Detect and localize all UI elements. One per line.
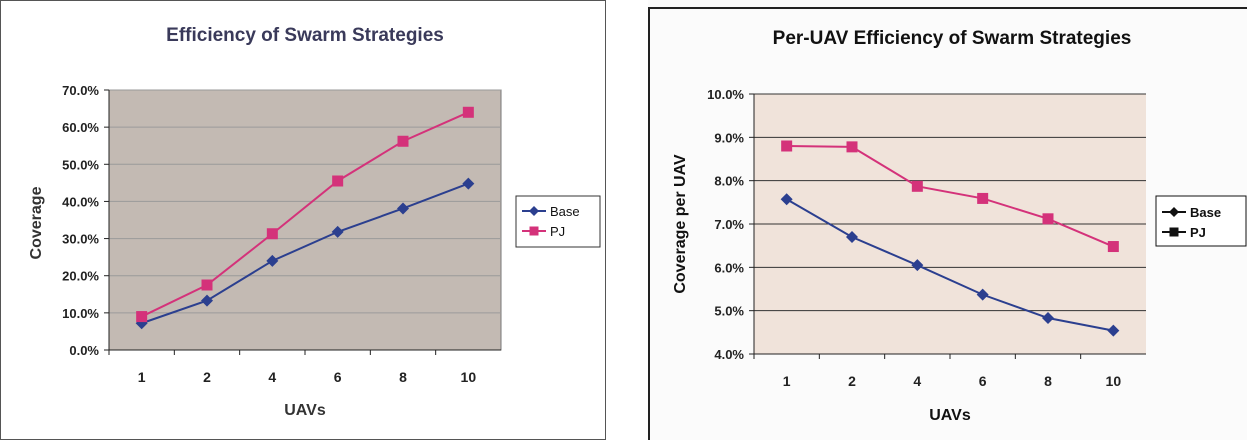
data-point	[1107, 324, 1120, 337]
data-point	[846, 231, 858, 243]
legend: Base PJ	[515, 195, 601, 248]
data-point	[780, 193, 793, 206]
x-tick-label: 2	[848, 373, 856, 389]
y-tick-label: 7.0%	[714, 217, 744, 232]
data-point	[911, 180, 923, 192]
legend-marker	[1169, 227, 1179, 237]
x-axis-label: UAVs	[929, 407, 971, 424]
y-axis-label: Coverage per UAV	[672, 154, 689, 294]
x-tick-label: 8	[1044, 373, 1052, 389]
data-point	[911, 259, 924, 272]
y-tick-label: 5.0%	[714, 304, 744, 319]
y-tick-label: 8.0%	[714, 174, 744, 189]
data-point	[1042, 213, 1054, 225]
legend: Base PJ	[1155, 195, 1247, 247]
x-tick-label: 6	[979, 373, 987, 389]
y-tick-label: 10.0%	[707, 87, 744, 102]
data-point	[1042, 312, 1054, 325]
y-axis-label: Coverage	[28, 186, 45, 259]
legend-label: Base	[1190, 205, 1221, 220]
y-tick-label: 0.0%	[69, 343, 99, 358]
legend-marker	[529, 226, 539, 236]
x-tick-label: 6	[334, 369, 342, 385]
data-point	[1107, 241, 1119, 253]
data-point	[201, 294, 213, 307]
x-tick-label: 1	[138, 369, 146, 385]
y-tick-label: 6.0%	[714, 260, 744, 275]
data-point	[846, 141, 858, 153]
y-tick-label: 10.0%	[62, 306, 99, 321]
x-tick-label: 4	[913, 373, 921, 389]
y-tick-label: 50.0%	[62, 157, 99, 172]
y-tick-label: 40.0%	[62, 194, 99, 209]
chart-panel-coverage: Efficiency of Swarm Strategies 0.0% 10.0%…	[0, 0, 606, 440]
coverage-chart: Efficiency of Swarm Strategies 0.0% 10.0%…	[28, 25, 601, 419]
x-tick-label: 4	[268, 369, 276, 385]
data-point	[332, 175, 344, 187]
data-point	[136, 311, 148, 323]
x-tick-label: 2	[203, 369, 211, 385]
x-tick-label: 8	[399, 369, 407, 385]
data-point	[331, 225, 344, 238]
legend-marker	[529, 206, 539, 216]
chart-title: Efficiency of Swarm Strategies	[166, 25, 444, 46]
data-point	[266, 254, 279, 267]
chart-panel-per-uav: Per-UAV Efficiency of Swarm Strategies 4…	[648, 0, 1247, 440]
y-tick-label: 4.0%	[714, 347, 744, 362]
data-point	[462, 177, 475, 190]
y-tick-label: 9.0%	[714, 130, 744, 145]
y-tick-label: 60.0%	[62, 120, 99, 135]
series-line-pj	[141, 111, 469, 318]
data-point	[397, 202, 409, 215]
legend-label: PJ	[550, 224, 565, 239]
x-tick-label: 10	[461, 369, 477, 385]
y-tick-label: 70.0%	[62, 83, 99, 98]
x-tick-label: 10	[1106, 373, 1122, 389]
plot-area	[108, 89, 502, 351]
data-point	[397, 135, 409, 147]
per-uav-chart: Per-UAV Efficiency of Swarm Strategies 4…	[648, 7, 1247, 440]
data-point	[781, 140, 793, 152]
data-point	[976, 288, 989, 301]
x-axis-label: UAVs	[284, 402, 326, 419]
y-tick-label: 30.0%	[62, 232, 99, 247]
data-point	[462, 106, 474, 118]
y-tick-label: 20.0%	[62, 269, 99, 284]
data-point	[201, 279, 213, 291]
data-point	[977, 192, 989, 204]
x-tick-label: 1	[783, 373, 791, 389]
legend-label: Base	[550, 204, 580, 219]
legend-marker	[1169, 207, 1179, 217]
series-line-base	[141, 182, 469, 325]
chart-title: Per-UAV Efficiency of Swarm Strategies	[773, 28, 1132, 49]
data-point	[266, 228, 278, 240]
series-line-base	[786, 198, 1114, 332]
legend-label: PJ	[1190, 225, 1206, 240]
series-line-pj	[786, 145, 1114, 248]
